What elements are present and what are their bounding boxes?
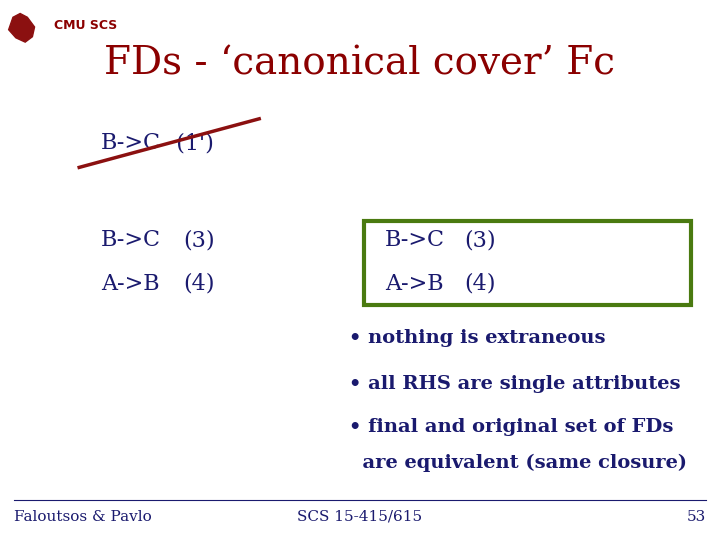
Text: are equivalent (same closure): are equivalent (same closure) xyxy=(349,454,687,472)
Text: (4): (4) xyxy=(184,273,215,294)
Text: FDs - ‘canonical cover’ Fc: FDs - ‘canonical cover’ Fc xyxy=(104,46,616,83)
Text: • nothing is extraneous: • nothing is extraneous xyxy=(349,329,606,347)
Text: (3): (3) xyxy=(184,230,215,251)
Text: 53: 53 xyxy=(686,510,706,524)
Text: B->C: B->C xyxy=(101,132,161,154)
Text: B->C: B->C xyxy=(101,230,161,251)
FancyBboxPatch shape xyxy=(364,221,691,305)
Polygon shape xyxy=(9,14,35,42)
Text: A->B: A->B xyxy=(101,273,159,294)
Text: Faloutsos & Pavlo: Faloutsos & Pavlo xyxy=(14,510,152,524)
Text: A->B: A->B xyxy=(385,273,444,294)
Text: (3): (3) xyxy=(464,230,496,251)
Text: (1'): (1') xyxy=(162,132,214,154)
Text: CMU SCS: CMU SCS xyxy=(54,19,117,32)
Text: (4): (4) xyxy=(464,273,496,294)
Text: • all RHS are single attributes: • all RHS are single attributes xyxy=(349,375,680,393)
Text: B->C: B->C xyxy=(385,230,445,251)
Text: SCS 15-415/615: SCS 15-415/615 xyxy=(297,510,423,524)
Text: • final and original set of FDs: • final and original set of FDs xyxy=(349,418,674,436)
